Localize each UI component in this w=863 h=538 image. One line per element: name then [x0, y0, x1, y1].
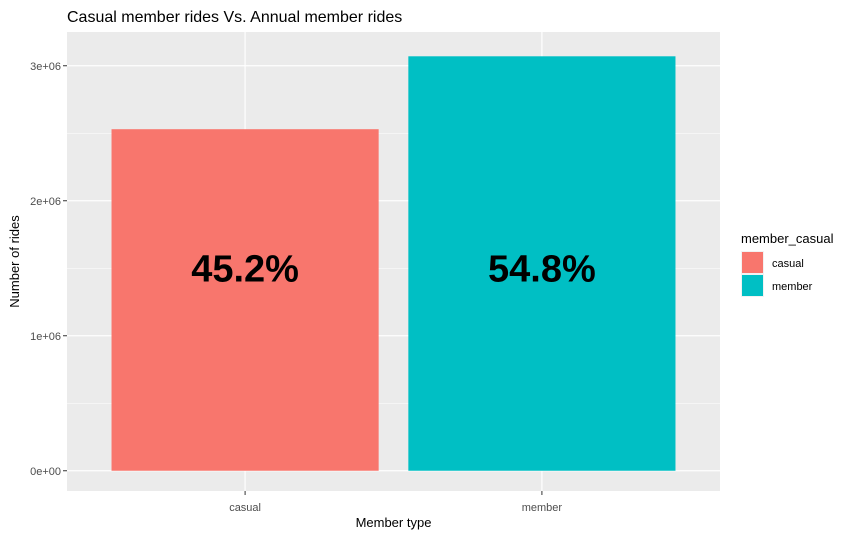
x-tick-label-member: member	[522, 502, 563, 514]
y-tick-label: 0e+00	[30, 466, 61, 478]
y-tick-label: 2e+06	[30, 196, 61, 208]
legend: member_casual casual member	[741, 231, 834, 297]
legend-label-casual: casual	[772, 258, 804, 270]
x-axis-title: Member type	[356, 515, 432, 530]
legend-swatch-member	[742, 275, 763, 296]
bar-member	[408, 56, 676, 471]
x-axis: casual member	[229, 491, 562, 514]
y-tick-label: 1e+06	[30, 331, 61, 343]
y-axis: 0e+00 1e+06 2e+06 3e+06	[30, 61, 67, 478]
legend-title: member_casual	[741, 231, 834, 246]
bar-casual	[111, 129, 379, 471]
y-tick-label: 3e+06	[30, 61, 61, 73]
chart-title: Casual member rides Vs. Annual member ri…	[67, 9, 402, 26]
legend-swatch-casual	[742, 252, 763, 273]
bar-value-label-member: 54.8%	[488, 248, 596, 290]
y-axis-title: Number of rides	[7, 215, 22, 308]
bars: 45.2% 54.8%	[111, 56, 676, 471]
bar-value-label-casual: 45.2%	[191, 248, 299, 290]
legend-label-member: member	[772, 281, 813, 293]
x-tick-label-casual: casual	[229, 502, 261, 514]
